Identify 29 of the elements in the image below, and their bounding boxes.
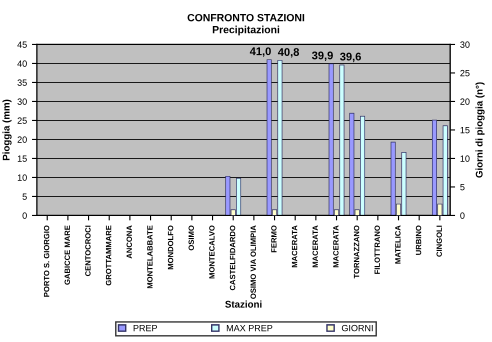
y2-tick-label: 10 <box>460 155 470 162</box>
legend-label: MAX PREP <box>226 324 272 332</box>
y2-tick-label: 5 <box>460 184 465 190</box>
y-tick-label: 40 <box>17 60 27 67</box>
y2-tick-label: 0 <box>460 212 465 219</box>
y-axis-title: Pioggia (mm) <box>2 100 12 160</box>
data-label: 40,8 <box>278 48 300 58</box>
y2-axis-title: Giorni di pioggia (n°) <box>476 82 485 178</box>
y-tick-label: 0 <box>22 212 27 219</box>
y2-tick-label: 15 <box>460 127 470 134</box>
y-tick-label: 25 <box>18 117 27 124</box>
legend-label: PREP <box>134 324 158 332</box>
chart-title: CONFRONTO STAZIONI <box>188 14 304 22</box>
y2-tick-label: 30 <box>460 41 470 48</box>
y-tick-label: 20 <box>18 136 27 143</box>
chart-subtitle: Precipitazioni <box>212 26 280 36</box>
y2-tick-label: 20 <box>460 98 470 105</box>
y-tick-label: 30 <box>17 98 27 105</box>
y-tick-label: 15 <box>18 156 27 162</box>
data-label: 39,9 <box>312 51 333 61</box>
y2-tick-label: 25 <box>460 70 470 76</box>
y-tick-label: 35 <box>17 79 27 86</box>
data-label: 39,6 <box>340 52 361 62</box>
y-tick-label: 45 <box>17 42 27 48</box>
data-label: 41,0 <box>250 47 271 57</box>
x-axis-title: Stazioni <box>225 300 262 308</box>
y-tick-label: 5 <box>22 194 27 200</box>
legend-label: GIORNI <box>342 324 373 332</box>
y-tick-label: 10 <box>18 174 27 181</box>
